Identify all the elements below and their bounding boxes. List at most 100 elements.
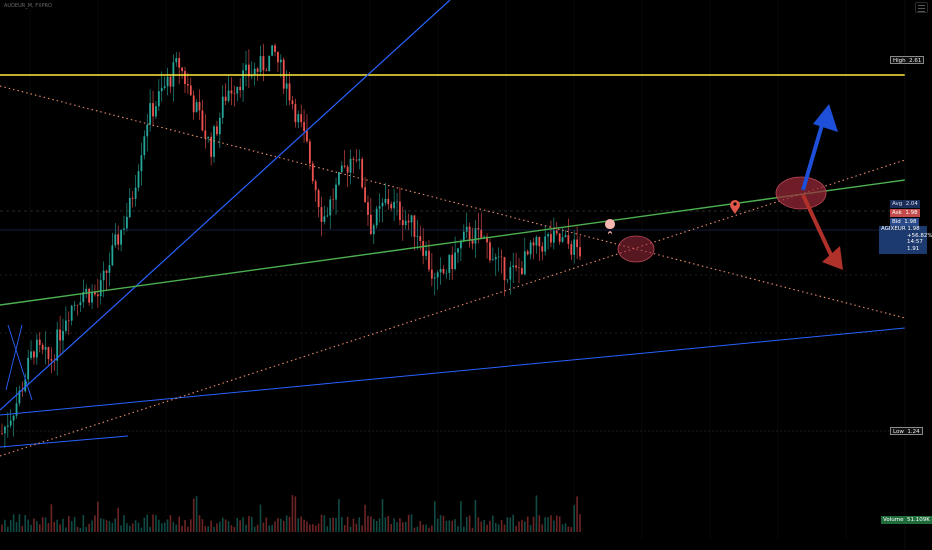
volume-bar (152, 514, 154, 532)
volume-bar (364, 504, 366, 532)
candle-body (44, 347, 47, 350)
volume-bar (567, 526, 570, 532)
candle-body (491, 259, 494, 261)
volume-bar (343, 525, 346, 532)
candle-body (404, 220, 407, 226)
volume-bar (143, 517, 146, 532)
candle-body (274, 45, 276, 52)
candle-body (399, 201, 401, 221)
candle-body (311, 163, 314, 182)
volume-bar (7, 526, 9, 532)
candle-body (70, 305, 73, 321)
volume-bar (15, 522, 18, 532)
candle-body (163, 86, 166, 88)
trendline-blue-cross-a (7, 324, 33, 401)
candle-body (239, 86, 242, 91)
volume-bar (390, 523, 393, 532)
candle-body (460, 241, 462, 249)
volume-bar (547, 517, 549, 532)
volume-bar (497, 524, 500, 532)
volume-bar (492, 515, 494, 532)
volume-bar (355, 523, 358, 532)
volume-bar (555, 515, 558, 532)
candle-body (326, 215, 329, 217)
volume-bar (158, 519, 160, 532)
candle-body (201, 110, 204, 131)
volume-bar (50, 504, 53, 532)
volume-bar (500, 519, 503, 532)
candle-body (236, 86, 239, 94)
volume-bar (210, 520, 212, 532)
volume-bar (277, 518, 279, 532)
candle-body (419, 236, 422, 242)
volume-bar (114, 518, 117, 532)
volume-bar (131, 523, 134, 532)
candle-body (128, 197, 131, 217)
volume-bar (306, 521, 308, 532)
volume-bar (573, 505, 575, 532)
candle-body (297, 114, 300, 123)
volume-bar (224, 519, 227, 532)
candle-body (535, 236, 538, 246)
volume-bar (561, 524, 564, 532)
volume-bar (134, 520, 137, 532)
candle-body (230, 90, 233, 94)
volume-bar (425, 524, 427, 532)
volume-bar (4, 519, 6, 532)
volume-bar (9, 520, 12, 532)
volume-bar (175, 524, 178, 532)
volume-bar (239, 520, 241, 532)
volume-bar (454, 519, 456, 532)
candle-body (265, 70, 268, 72)
volume-bar (219, 521, 221, 532)
candle-body (541, 246, 544, 252)
volume-bar (332, 517, 334, 532)
candle-body (375, 208, 378, 226)
volume-bar (30, 524, 32, 532)
candle-body (364, 187, 366, 203)
candle-body (291, 100, 294, 105)
candle-body (442, 268, 445, 274)
candle-body (184, 71, 186, 85)
candle-body (279, 59, 282, 63)
candle-body (474, 228, 477, 244)
volume-bar (503, 524, 506, 532)
volume-bar (280, 518, 282, 532)
volume-bar (436, 518, 439, 532)
volume-bar (515, 525, 517, 532)
volume-bar (300, 516, 302, 532)
volume-bar (326, 526, 329, 532)
volume-bar (378, 518, 381, 532)
candle-body (262, 56, 265, 71)
candle-body (1, 433, 3, 434)
volume-bar (111, 522, 114, 532)
volume-bar (236, 517, 239, 532)
volume-bar (216, 523, 218, 532)
candle-body (372, 225, 375, 235)
candle-body (271, 45, 274, 56)
candle-body (308, 141, 311, 164)
candle-body (56, 329, 59, 361)
volume-bar (120, 525, 122, 532)
volume-bar (349, 526, 352, 532)
volume-bar (108, 520, 111, 532)
candle-body (462, 231, 465, 242)
volume-bar (387, 515, 390, 532)
candle-body (94, 291, 96, 295)
candle-body (82, 292, 85, 303)
candle-body (15, 403, 18, 416)
volume-bar (570, 527, 573, 532)
candle-body (152, 103, 154, 117)
volume-bar (404, 521, 407, 532)
candle-body (123, 228, 125, 230)
candle-body (573, 239, 576, 255)
volume-bar (12, 514, 15, 532)
volume-bar (489, 520, 491, 532)
volume-bar (207, 526, 210, 532)
volume-bar (181, 525, 183, 532)
trendline-blue-cross-b (5, 324, 23, 391)
menu-button[interactable] (915, 2, 928, 13)
volume-bar (85, 526, 88, 532)
volume-bar (524, 521, 526, 532)
